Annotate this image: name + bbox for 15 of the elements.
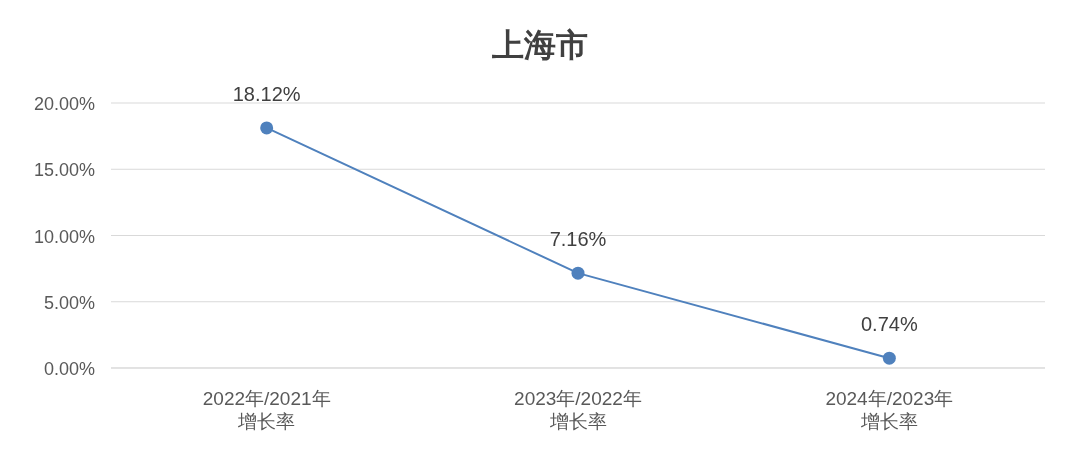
data-label: 0.74% bbox=[860, 313, 918, 336]
point bbox=[571, 266, 585, 280]
data-label: 7.16% bbox=[549, 228, 607, 251]
y-tick-label: 20.00% bbox=[33, 94, 95, 114]
x-tick-label: 2024年/2023年增长率 bbox=[825, 388, 954, 432]
data-label: 18.12% bbox=[232, 82, 301, 105]
y-tick-label: 15.00% bbox=[33, 160, 95, 181]
x-tick-label: 2023年/2022年增长率 bbox=[514, 388, 642, 432]
point bbox=[882, 351, 896, 365]
y-tick-label: 10.00% bbox=[33, 226, 95, 247]
x-tick-label: 2022年/2021年增长率 bbox=[202, 388, 331, 432]
y-tick-label: 5.00% bbox=[43, 292, 95, 313]
chart-title: 上海市 bbox=[491, 27, 588, 63]
y-tick-label: 0.00% bbox=[43, 359, 95, 379]
point bbox=[260, 121, 274, 135]
